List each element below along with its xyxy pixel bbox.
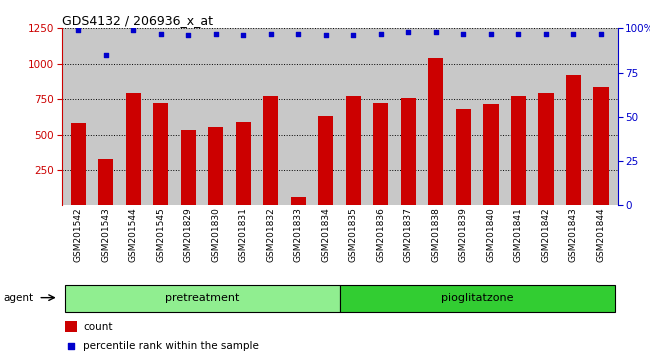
Text: GSM201843: GSM201843	[569, 207, 578, 262]
Point	[73, 27, 83, 33]
Bar	[373, 103, 389, 205]
Bar	[401, 98, 416, 205]
Bar	[538, 93, 554, 205]
Bar	[64, 285, 339, 312]
Text: GSM201544: GSM201544	[129, 207, 138, 262]
Point	[376, 31, 386, 36]
Text: GSM201836: GSM201836	[376, 207, 385, 262]
Text: agent: agent	[3, 293, 33, 303]
Point	[568, 31, 578, 36]
Text: GSM201838: GSM201838	[432, 207, 441, 262]
Point	[211, 31, 221, 36]
Bar	[511, 96, 526, 205]
Bar	[593, 87, 608, 205]
Text: GSM201545: GSM201545	[156, 207, 165, 262]
Text: count: count	[83, 322, 113, 332]
Text: GSM201831: GSM201831	[239, 207, 248, 262]
Text: GSM201839: GSM201839	[459, 207, 468, 262]
Bar	[291, 197, 306, 205]
Point	[514, 31, 524, 36]
Bar	[153, 103, 168, 205]
Point	[293, 31, 304, 36]
Point	[128, 27, 138, 33]
Bar	[65, 321, 77, 332]
Bar	[71, 123, 86, 205]
Text: GSM201832: GSM201832	[266, 207, 276, 262]
Bar	[263, 96, 278, 205]
Text: GSM201543: GSM201543	[101, 207, 111, 262]
Bar	[98, 159, 113, 205]
Text: GSM201840: GSM201840	[486, 207, 495, 262]
Point	[348, 33, 359, 38]
Point	[155, 31, 166, 36]
Bar	[566, 75, 581, 205]
Point	[403, 29, 413, 35]
Bar	[318, 116, 333, 205]
Bar	[339, 285, 615, 312]
Text: percentile rank within the sample: percentile rank within the sample	[83, 341, 259, 351]
Point	[66, 343, 76, 349]
Text: pioglitatzone: pioglitatzone	[441, 293, 514, 303]
Text: GSM201835: GSM201835	[349, 207, 358, 262]
Point	[320, 33, 331, 38]
Bar	[484, 104, 499, 205]
Bar	[181, 130, 196, 205]
Text: GSM201841: GSM201841	[514, 207, 523, 262]
Text: GSM201834: GSM201834	[321, 207, 330, 262]
Bar	[456, 109, 471, 205]
Text: GSM201837: GSM201837	[404, 207, 413, 262]
Point	[431, 29, 441, 35]
Text: GSM201829: GSM201829	[184, 207, 193, 262]
Text: GSM201542: GSM201542	[73, 207, 83, 262]
Point	[596, 31, 606, 36]
Point	[101, 52, 111, 58]
Point	[541, 31, 551, 36]
Bar	[346, 96, 361, 205]
Text: GDS4132 / 206936_x_at: GDS4132 / 206936_x_at	[62, 14, 213, 27]
Bar	[208, 127, 224, 205]
Text: GSM201830: GSM201830	[211, 207, 220, 262]
Text: pretreatment: pretreatment	[165, 293, 239, 303]
Point	[266, 31, 276, 36]
Point	[486, 31, 496, 36]
Text: GSM201844: GSM201844	[597, 207, 606, 262]
Text: GSM201842: GSM201842	[541, 207, 551, 262]
Point	[238, 33, 248, 38]
Text: GSM201833: GSM201833	[294, 207, 303, 262]
Bar	[125, 93, 141, 205]
Bar	[428, 58, 443, 205]
Point	[458, 31, 469, 36]
Point	[183, 33, 194, 38]
Bar	[236, 122, 251, 205]
